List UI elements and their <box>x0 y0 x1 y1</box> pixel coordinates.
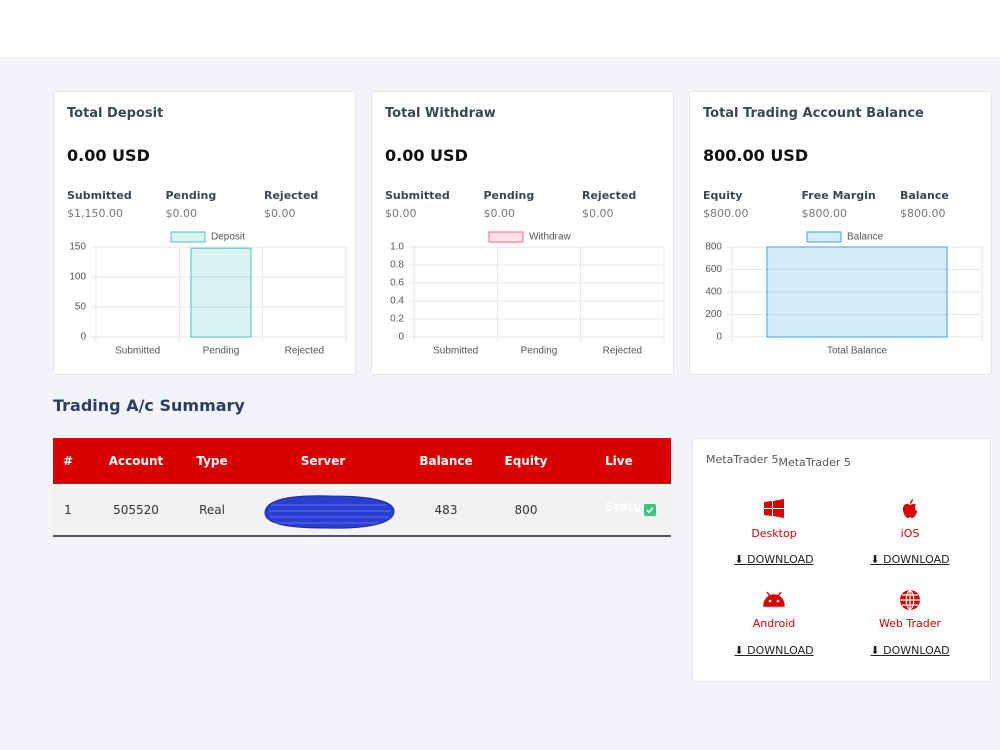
chart: 0 50 100 150 Deposit Submitted Pending Rejected <box>69 231 347 357</box>
y-tick-label: 100 <box>69 272 86 283</box>
bar <box>190 247 252 338</box>
y-tick-label: 600 <box>705 264 722 275</box>
platform-image: MetaTrader 5MetaTrader 5 <box>706 453 851 469</box>
x-tick-label: Submitted <box>433 346 478 357</box>
card-amount: 0.00 USD <box>67 146 150 165</box>
cell: Real <box>199 503 225 517</box>
stat-value: $0.00 <box>582 207 614 220</box>
download-text[interactable]: DOWNLOAD <box>883 553 950 566</box>
card-amount: 0.00 USD <box>385 146 468 165</box>
stat-value: $0.00 <box>385 207 417 220</box>
stat-label: Submitted <box>67 189 132 202</box>
image-alt: MetaTrader 5 <box>706 453 779 466</box>
download-text[interactable]: DOWNLOAD <box>747 644 814 657</box>
app-label: Web Trader <box>878 617 942 630</box>
stat-value: $0.00 <box>264 207 296 220</box>
y-tick-label: 50 <box>75 302 87 313</box>
legend-swatch <box>170 231 206 243</box>
app-label: Desktop <box>751 527 797 540</box>
column-header: # <box>62 454 74 468</box>
top-bar <box>0 0 1000 57</box>
stat-label: Free Margin <box>801 189 876 202</box>
legend-label: Balance <box>847 232 884 243</box>
legend-swatch <box>806 231 842 243</box>
y-tick-label: 800 <box>705 242 722 253</box>
download-link[interactable]: ⬇ DOWNLOAD <box>734 553 814 566</box>
stat-label: Pending <box>483 189 535 202</box>
chart: 0 0.2 0.4 0.6 0.8 1.0 Withdraw Submitted Pending… <box>390 231 665 357</box>
column-header: Server <box>300 454 346 468</box>
bar <box>766 246 948 338</box>
stat-value: $800.00 <box>900 207 946 220</box>
cell: 1 <box>64 503 72 517</box>
app-label: Android <box>752 617 796 630</box>
download-link[interactable]: ⬇ DOWNLOAD <box>734 644 814 657</box>
stat-label: Equity <box>703 189 743 202</box>
platform-card: MetaTrader 5MetaTrader 5 Desktop ⬇ DOWNL… <box>692 438 991 682</box>
y-tick-label: 0.8 <box>390 260 404 271</box>
y-tick-label: 0 <box>716 332 722 343</box>
download-text[interactable]: DOWNLOAD <box>747 553 814 566</box>
cell: 505520 <box>113 503 159 517</box>
platform-name: MetaTrader 5 <box>778 456 851 470</box>
card-title: Total Trading Account Balance <box>703 106 924 121</box>
summary-table: # Account Type Server Balance Equity Liv… <box>53 438 671 537</box>
stat-value: $0.00 <box>165 207 198 220</box>
card-title: Total Withdraw <box>385 106 496 121</box>
chart: 0 200 400 600 800 Balance Total Balance <box>705 231 983 357</box>
stat-label: Submitted <box>385 189 450 202</box>
card-amount: 800.00 USD <box>703 146 809 165</box>
summary-card: Total Trading Account Balance 800.00 USD E… <box>689 91 992 375</box>
y-tick-label: 1.0 <box>390 242 404 253</box>
stat-value: $1,150.00 <box>67 207 123 220</box>
stat-label: Rejected <box>582 189 637 202</box>
download-link[interactable]: ⬇ DOWNLOAD <box>870 644 950 657</box>
y-tick-label: 200 <box>705 309 722 320</box>
windows-icon <box>764 499 784 518</box>
stat-label: Pending <box>165 189 217 202</box>
card-title: Total Deposit <box>67 106 164 121</box>
column-header: Equity <box>504 454 548 468</box>
legend-swatch <box>488 231 524 243</box>
column-header: Type <box>196 454 228 468</box>
x-tick-label: Pending <box>521 346 558 357</box>
apple-icon <box>903 499 917 518</box>
stat-value: $0.00 <box>483 207 516 220</box>
column-header: Account <box>108 454 164 468</box>
cell: 800 <box>514 503 538 517</box>
stat-value: $800.00 <box>801 207 848 220</box>
legend-label: Deposit <box>211 232 245 243</box>
section-title: Trading A/c Summary <box>53 396 245 415</box>
table-header <box>53 438 671 484</box>
y-tick-label: 0 <box>398 332 404 343</box>
cell: 483 <box>434 503 458 517</box>
y-tick-label: 0.2 <box>390 314 404 325</box>
summary-card: Total Deposit 0.00 USD Submitted $1,150.00 P… <box>53 91 356 375</box>
x-tick-label: Submitted <box>115 346 160 357</box>
stat-value: $800.00 <box>703 207 749 220</box>
column-header: Balance <box>419 454 473 468</box>
summary-card: Total Withdraw 0.00 USD Submitted $0.00 Pend… <box>371 91 674 375</box>
legend-label: Withdraw <box>529 232 571 243</box>
app-label: iOS <box>900 527 920 540</box>
download-link[interactable]: ⬇ DOWNLOAD <box>870 553 950 566</box>
live-status-check <box>644 504 656 516</box>
x-tick-label: Rejected <box>285 346 324 357</box>
android-icon <box>763 591 785 607</box>
y-tick-label: 0.6 <box>390 278 404 289</box>
y-tick-label: 0.4 <box>390 296 404 307</box>
x-tick-label: Pending <box>203 346 240 357</box>
redacted-server <box>264 495 395 529</box>
column-header: Live Status <box>605 454 649 514</box>
stat-label: Balance <box>900 189 949 202</box>
x-tick-label: Rejected <box>603 346 642 357</box>
download-text[interactable]: DOWNLOAD <box>883 644 950 657</box>
y-tick-label: 400 <box>705 287 722 298</box>
stat-label: Rejected <box>264 189 319 202</box>
x-tick-label: Total Balance <box>827 346 887 357</box>
y-tick-label: 150 <box>69 242 86 253</box>
y-tick-label: 0 <box>80 332 86 343</box>
globe-icon <box>900 589 920 611</box>
